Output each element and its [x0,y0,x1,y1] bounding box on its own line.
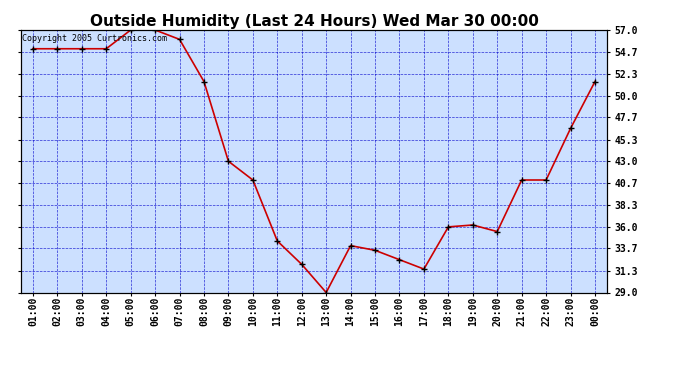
Text: Copyright 2005 Curtronics.com: Copyright 2005 Curtronics.com [22,34,167,43]
Title: Outside Humidity (Last 24 Hours) Wed Mar 30 00:00: Outside Humidity (Last 24 Hours) Wed Mar… [90,14,538,29]
